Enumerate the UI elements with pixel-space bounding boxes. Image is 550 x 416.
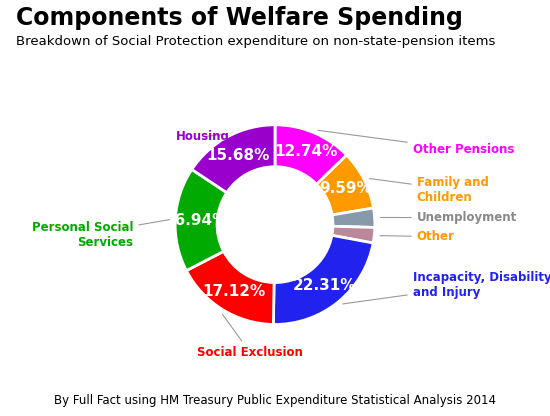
Wedge shape (273, 235, 373, 324)
Wedge shape (186, 251, 274, 324)
Text: By Full Fact using HM Treasury Public Expenditure Statistical Analysis 2014: By Full Fact using HM Treasury Public Ex… (54, 394, 496, 407)
Text: 9.59%: 9.59% (319, 181, 372, 196)
Text: Unemployment: Unemployment (381, 211, 517, 224)
Wedge shape (192, 125, 275, 193)
Text: Other: Other (380, 230, 455, 243)
Text: Housing: Housing (176, 130, 230, 143)
Wedge shape (275, 125, 346, 184)
Text: Social Exclusion: Social Exclusion (197, 314, 303, 359)
Text: 22.31%: 22.31% (293, 278, 356, 293)
Wedge shape (317, 155, 373, 215)
Wedge shape (332, 226, 375, 243)
Wedge shape (175, 169, 227, 271)
Text: Breakdown of Social Protection expenditure on non-state-pension items: Breakdown of Social Protection expenditu… (16, 35, 496, 48)
Text: 12.74%: 12.74% (274, 144, 337, 159)
Wedge shape (332, 208, 375, 228)
Text: Components of Welfare Spending: Components of Welfare Spending (16, 6, 463, 30)
Text: Incapacity, Disability
and Injury: Incapacity, Disability and Injury (343, 270, 550, 304)
Text: 16.94%: 16.94% (164, 213, 228, 228)
Text: 17.12%: 17.12% (202, 284, 265, 299)
Text: 15.68%: 15.68% (206, 148, 270, 163)
Text: Personal Social
Services: Personal Social Services (32, 220, 169, 249)
Text: Family and
Children: Family and Children (370, 176, 488, 204)
Text: Other Pensions: Other Pensions (318, 130, 514, 156)
